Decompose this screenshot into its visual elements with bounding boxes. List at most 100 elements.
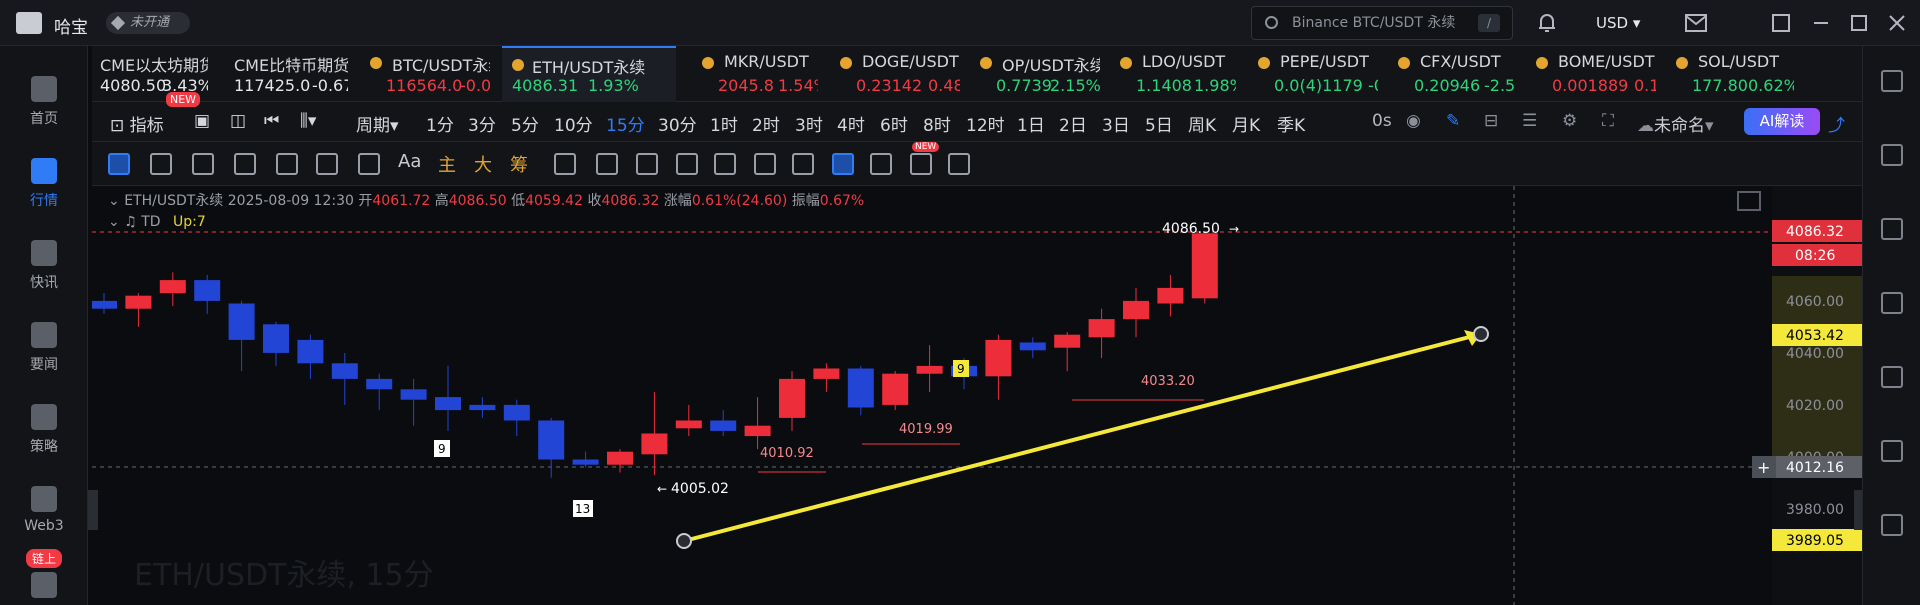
fib-tool-icon[interactable] xyxy=(276,153,298,175)
bell-icon[interactable] xyxy=(1534,10,1560,36)
tab-mkr[interactable]: MKR/USDT 2045.81.54% xyxy=(694,46,818,102)
candle-body[interactable] xyxy=(366,378,393,390)
interval-15m[interactable]: 15分 xyxy=(606,116,645,136)
watchlist-icon[interactable] xyxy=(1881,70,1903,92)
trash-tool-icon[interactable] xyxy=(948,153,970,175)
candle-body[interactable] xyxy=(297,339,324,364)
trend-start-handle[interactable] xyxy=(676,533,692,549)
candle-body[interactable] xyxy=(847,368,874,408)
tab-btc[interactable]: BTC/USDT永续116564.0-0.0 xyxy=(362,46,490,102)
sync-tool-icon[interactable] xyxy=(870,153,892,175)
interval-30m[interactable]: 30分 xyxy=(658,116,697,136)
channel-tool-icon[interactable] xyxy=(192,153,214,175)
settings-icon[interactable]: ⚙ xyxy=(1562,111,1578,131)
crosshair-tool-icon[interactable] xyxy=(108,153,130,175)
tab-cfx[interactable]: CFX/USDT 0.20946 -2.5 xyxy=(1390,46,1516,102)
etf-icon[interactable] xyxy=(1881,440,1903,462)
tab-bome[interactable]: BOME/USDT 0.001889 0.1 xyxy=(1528,46,1656,102)
text-tool[interactable]: Aa xyxy=(398,151,422,172)
candle-body[interactable] xyxy=(91,300,117,309)
compare-icon[interactable]: ▣ xyxy=(194,111,211,131)
interval-week[interactable]: 周K xyxy=(1188,116,1217,136)
expand-icon[interactable] xyxy=(1737,191,1761,211)
layout-select[interactable]: ☁未命名▾ xyxy=(1637,111,1714,136)
big-order-tool[interactable]: 大 xyxy=(474,155,492,176)
interval-6h[interactable]: 6时 xyxy=(880,116,908,136)
candle-body[interactable] xyxy=(675,420,702,429)
minimize-icon[interactable] xyxy=(1808,10,1834,36)
sidebar-item-onchain[interactable]: 链上 xyxy=(0,549,88,604)
interval-quarter[interactable]: 季K xyxy=(1277,116,1306,136)
currency-select[interactable]: USD ▾ xyxy=(1596,14,1640,32)
interval-3h[interactable]: 3时 xyxy=(795,116,823,136)
candle-body[interactable] xyxy=(779,378,805,418)
candle-body[interactable] xyxy=(813,368,840,379)
candle-body[interactable] xyxy=(194,280,221,301)
candle-type-icon[interactable]: ⫼▾ xyxy=(300,111,317,131)
wave-tool-icon[interactable] xyxy=(316,153,338,175)
tab-cme-eth[interactable]: CME以太坊期货 4080.50 3.43% xyxy=(92,46,208,102)
period-select[interactable]: 周期▾ xyxy=(356,111,399,136)
tab-doge[interactable]: DOGE/USDT 0.23142 0.48 xyxy=(832,46,960,102)
avatar[interactable] xyxy=(16,12,42,34)
collapse-icon[interactable]: ⌄ xyxy=(108,193,120,209)
orderbook-icon[interactable] xyxy=(1881,144,1903,166)
trend-end-handle[interactable] xyxy=(1473,326,1489,342)
candle-body[interactable] xyxy=(1019,342,1046,351)
left-collapse-handle[interactable] xyxy=(88,490,98,530)
interval-12h[interactable]: 12时 xyxy=(966,116,1005,136)
chip-tool[interactable]: 筹 xyxy=(510,155,528,176)
interval-2h[interactable]: 2时 xyxy=(752,116,780,136)
template-icon[interactable]: ⊟ xyxy=(1484,111,1499,131)
sidebar-item-strategy[interactable]: 策略 xyxy=(0,404,88,456)
candle-body[interactable] xyxy=(882,373,909,405)
candle-body[interactable] xyxy=(607,451,633,465)
close-icon[interactable] xyxy=(1884,10,1910,36)
candle-body[interactable] xyxy=(400,389,427,400)
magnet-tool-icon[interactable] xyxy=(792,153,814,175)
sidebar-item-flash[interactable]: 快讯 xyxy=(0,240,88,292)
candle-body[interactable] xyxy=(744,425,771,437)
rectangle-tool-icon[interactable] xyxy=(234,153,256,175)
interval-1m[interactable]: 1分 xyxy=(426,116,454,136)
interval-3m[interactable]: 3分 xyxy=(468,116,496,136)
magic-tool-icon[interactable] xyxy=(910,153,932,175)
candle-body[interactable] xyxy=(1123,300,1149,320)
depth-chart-icon[interactable] xyxy=(1881,292,1903,314)
list-icon[interactable]: ☰ xyxy=(1522,111,1538,131)
mail-icon[interactable] xyxy=(1683,10,1709,36)
candle-body[interactable] xyxy=(641,433,668,455)
tab-sol[interactable]: SOL/USDT 177.80 0.62% xyxy=(1668,46,1794,102)
vip-badge[interactable]: 未开通 xyxy=(106,12,190,34)
candle-body[interactable] xyxy=(572,459,599,465)
note-tool-icon[interactable] xyxy=(754,153,776,175)
calculator-icon[interactable] xyxy=(1881,514,1903,536)
candle-body[interactable] xyxy=(1191,233,1218,299)
candle-body[interactable] xyxy=(710,420,737,431)
maximize-icon[interactable] xyxy=(1846,10,1872,36)
tab-op[interactable]: OP/USDT永续 0.7739 2.15% xyxy=(972,46,1100,102)
add-alert-button[interactable] xyxy=(1752,456,1776,478)
candle-body[interactable] xyxy=(916,365,943,374)
main-force-tool[interactable]: 主 xyxy=(438,155,456,176)
candle-body[interactable] xyxy=(1088,319,1115,338)
interval-2d[interactable]: 2日 xyxy=(1059,116,1087,136)
right-collapse-handle[interactable] xyxy=(1854,490,1862,530)
tab-eth[interactable]: ETH/USDT永续 4086.31 1.93% xyxy=(502,46,676,102)
candle-body[interactable] xyxy=(331,363,358,379)
ai-interpret-button[interactable]: AI解读 xyxy=(1744,108,1820,135)
share-icon[interactable]: ⤴ xyxy=(1828,116,1845,136)
trendline-tool-icon[interactable] xyxy=(150,153,172,175)
interval-1d[interactable]: 1日 xyxy=(1017,116,1045,136)
screenshot-icon[interactable] xyxy=(1768,10,1794,36)
collapse-icon[interactable]: ⌄ xyxy=(108,214,120,230)
measure-tool-icon[interactable] xyxy=(358,153,380,175)
candle-tool-icon[interactable] xyxy=(636,153,658,175)
interval-10m[interactable]: 10分 xyxy=(554,116,593,136)
candle-body[interactable] xyxy=(1157,287,1184,304)
sidebar-item-web3[interactable]: Web3 xyxy=(0,486,88,534)
candle-body[interactable] xyxy=(538,420,565,460)
